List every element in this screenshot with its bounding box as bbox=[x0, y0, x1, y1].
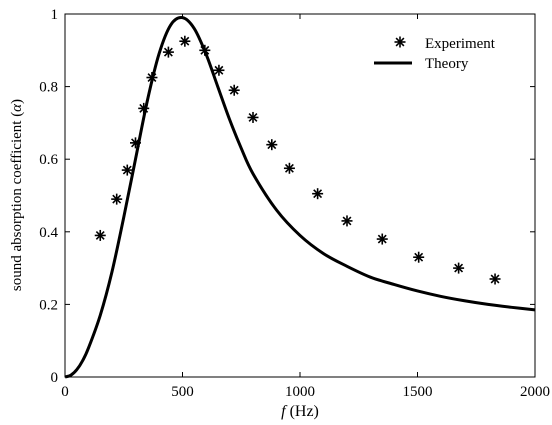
x-tick-label: 1500 bbox=[403, 384, 433, 400]
plot-area bbox=[64, 13, 536, 378]
experiment-point bbox=[413, 251, 425, 263]
experiment-point bbox=[138, 102, 150, 114]
experiment-point bbox=[111, 193, 123, 205]
axis-tick-labels: 0 500 1000 1500 2000 0 0.2 0.4 0.6 0.8 1 bbox=[39, 7, 550, 400]
legend-asterisk bbox=[394, 36, 406, 48]
experiment-point bbox=[94, 229, 106, 241]
experiment-point bbox=[312, 188, 324, 200]
experiment-point bbox=[341, 215, 353, 227]
theory-line bbox=[64, 16, 536, 379]
experiment-point bbox=[130, 137, 141, 149]
experiment-point bbox=[283, 162, 295, 174]
x-tick-label: 1000 bbox=[285, 384, 315, 400]
experiment-point bbox=[453, 262, 465, 274]
y-tick-label: 0 bbox=[51, 370, 59, 386]
experiment-point bbox=[376, 233, 388, 245]
y-tick-label: 0.8 bbox=[39, 80, 58, 96]
legend-experiment-label: Experiment bbox=[425, 36, 496, 52]
experiment-point bbox=[199, 44, 211, 56]
axis-ticks bbox=[64, 13, 536, 378]
y-tick-label: 1 bbox=[51, 7, 59, 23]
legend: Experiment Theory bbox=[374, 36, 496, 72]
y-tick-label: 0.4 bbox=[39, 225, 58, 241]
experiment-point bbox=[162, 46, 174, 58]
series-layer bbox=[64, 16, 536, 379]
experiment-point bbox=[121, 164, 133, 176]
legend-experiment-marker bbox=[394, 36, 406, 48]
x-axis-label: f (Hz) bbox=[281, 403, 319, 420]
legend-theory-label: Theory bbox=[425, 56, 469, 72]
y-tick-label: 0.2 bbox=[39, 297, 58, 313]
y-tick-label: 0.6 bbox=[39, 152, 58, 168]
x-tick-label: 0 bbox=[61, 384, 69, 400]
experiment-point bbox=[179, 35, 191, 47]
x-tick-label: 500 bbox=[171, 384, 194, 400]
experiment-point bbox=[228, 84, 240, 96]
experiment-point bbox=[266, 139, 278, 151]
experiment-point bbox=[489, 273, 501, 285]
x-tick-label: 2000 bbox=[520, 384, 550, 400]
experiment-point bbox=[213, 64, 225, 76]
experiment-point bbox=[247, 111, 259, 123]
experiment-point bbox=[146, 72, 158, 84]
y-axis-label: sound absorption coefficient (α) bbox=[9, 99, 25, 291]
